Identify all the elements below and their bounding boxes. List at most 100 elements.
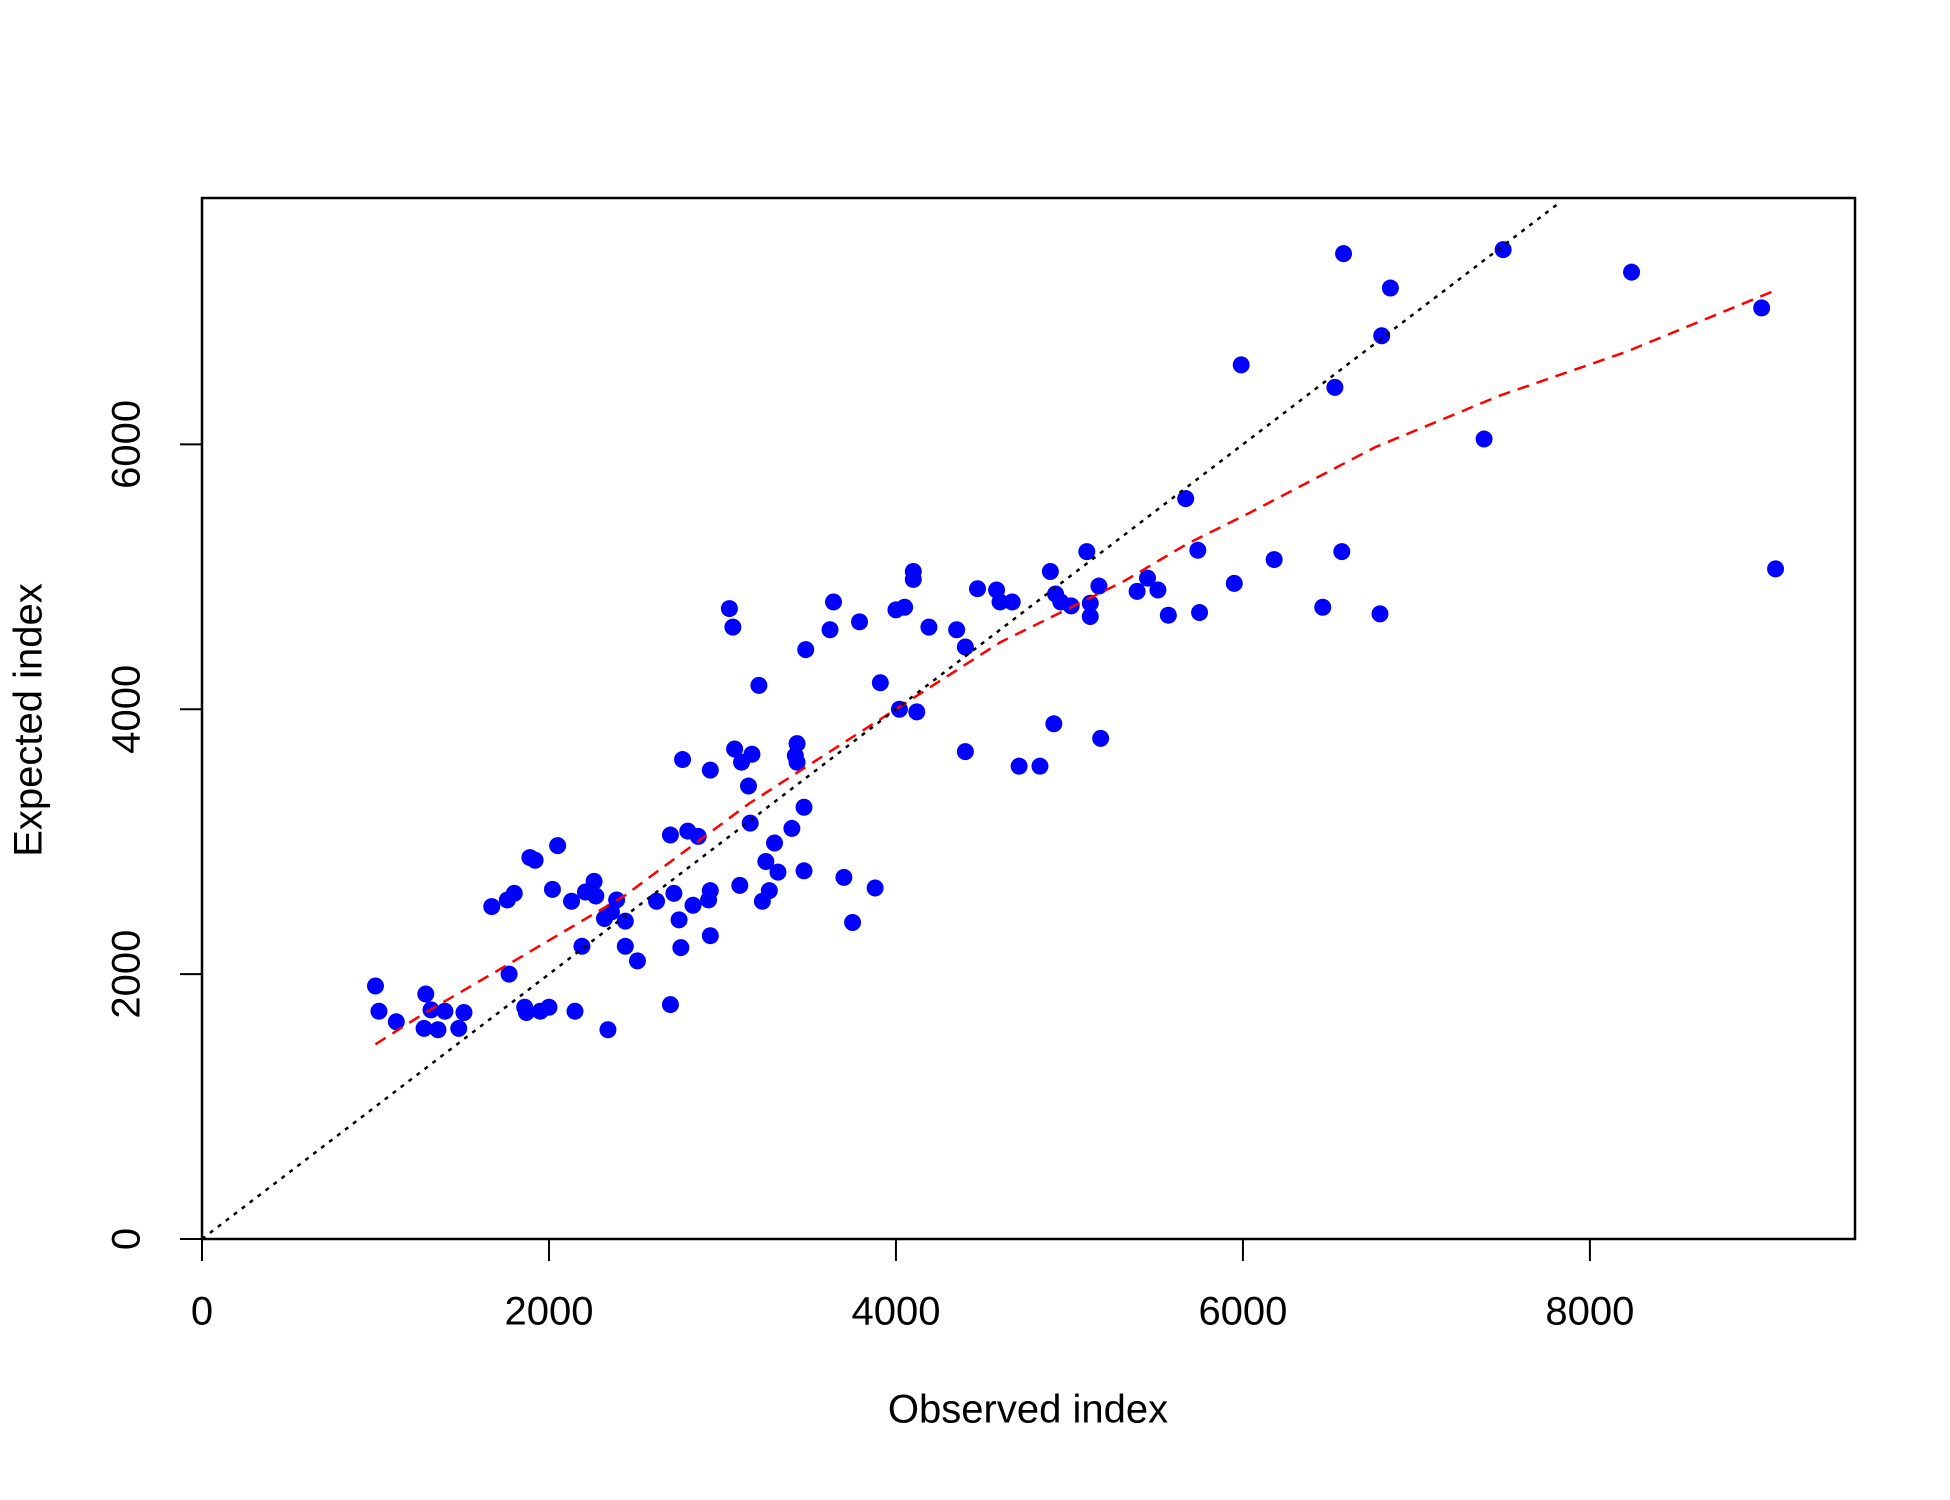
point: [741, 814, 759, 832]
x-tick-label: 6000: [1198, 1290, 1287, 1334]
point: [587, 887, 605, 905]
line: [201, 200, 1562, 1240]
point: [701, 761, 719, 779]
point: [616, 937, 634, 955]
point: [1623, 263, 1641, 281]
point: [908, 703, 926, 721]
point: [731, 876, 749, 894]
point: [450, 1019, 468, 1037]
point: [824, 593, 842, 611]
x-tick-label: 4000: [851, 1290, 940, 1334]
point: [701, 882, 719, 900]
point: [417, 985, 435, 1003]
x-tick-label: 2000: [504, 1290, 593, 1334]
point: [904, 570, 922, 588]
point: [871, 674, 889, 692]
point: [366, 977, 384, 995]
y-tick-label: 4000: [105, 665, 149, 754]
point: [661, 826, 679, 844]
point: [1265, 551, 1283, 569]
point: [743, 745, 761, 763]
point: [1494, 241, 1512, 259]
point: [566, 1002, 584, 1020]
point: [788, 753, 806, 771]
point: [844, 913, 862, 931]
point: [797, 641, 815, 659]
point: [956, 743, 974, 761]
point: [1373, 327, 1391, 345]
point: [795, 862, 813, 880]
point: [1081, 594, 1099, 612]
y-axis-label: Expected index: [7, 583, 51, 857]
point: [1191, 604, 1209, 622]
point: [724, 618, 742, 636]
point: [739, 777, 757, 795]
point: [599, 1021, 617, 1039]
point: [684, 896, 702, 914]
point: [795, 798, 813, 816]
point: [851, 613, 869, 631]
point: [769, 863, 787, 881]
point: [648, 892, 666, 910]
point: [1078, 543, 1096, 561]
point: [689, 827, 707, 845]
point: [1189, 541, 1207, 559]
point: [672, 939, 690, 957]
point: [821, 621, 839, 639]
y-tick-label: 6000: [105, 400, 149, 489]
point: [429, 1021, 447, 1039]
point: [701, 927, 719, 945]
point: [1335, 245, 1353, 263]
x-axis-label: Observed index: [888, 1388, 1168, 1432]
point: [1031, 757, 1049, 775]
point: [563, 892, 581, 910]
point: [1092, 729, 1110, 747]
point: [674, 751, 692, 769]
point: [783, 819, 801, 837]
plot-frame: [200, 196, 1857, 1241]
point: [866, 879, 884, 897]
point: [585, 872, 603, 890]
point: [835, 868, 853, 886]
point: [760, 882, 778, 900]
x-tick-label: 8000: [1545, 1290, 1634, 1334]
point: [1314, 598, 1332, 616]
point: [628, 952, 646, 970]
point: [1371, 605, 1389, 623]
point: [505, 884, 523, 902]
point: [616, 912, 634, 930]
point: [1767, 560, 1785, 578]
point: [956, 638, 974, 656]
point: [1010, 757, 1028, 775]
point: [991, 593, 1009, 611]
point: [750, 676, 768, 694]
point: [788, 735, 806, 753]
point: [1326, 378, 1344, 396]
point: [1475, 430, 1493, 448]
point: [1128, 582, 1146, 600]
point: [757, 853, 775, 871]
point: [540, 998, 558, 1016]
x-tick-label: 0: [191, 1290, 213, 1334]
point: [1149, 581, 1167, 599]
point: [766, 834, 784, 852]
point: [1232, 356, 1250, 374]
point: [1333, 543, 1351, 561]
line: [374, 289, 1776, 1046]
point: [526, 851, 544, 869]
point: [1003, 593, 1021, 611]
point: [920, 618, 938, 636]
point: [1177, 490, 1195, 508]
point: [483, 898, 501, 916]
point: [455, 1004, 473, 1022]
point: [549, 837, 567, 855]
point: [387, 1013, 405, 1031]
y-tick-label: 2000: [105, 930, 149, 1019]
point: [1225, 574, 1243, 592]
point: [1045, 715, 1063, 733]
point: [968, 580, 986, 598]
point: [1081, 608, 1099, 626]
y-tick-label: 0: [105, 1228, 149, 1250]
